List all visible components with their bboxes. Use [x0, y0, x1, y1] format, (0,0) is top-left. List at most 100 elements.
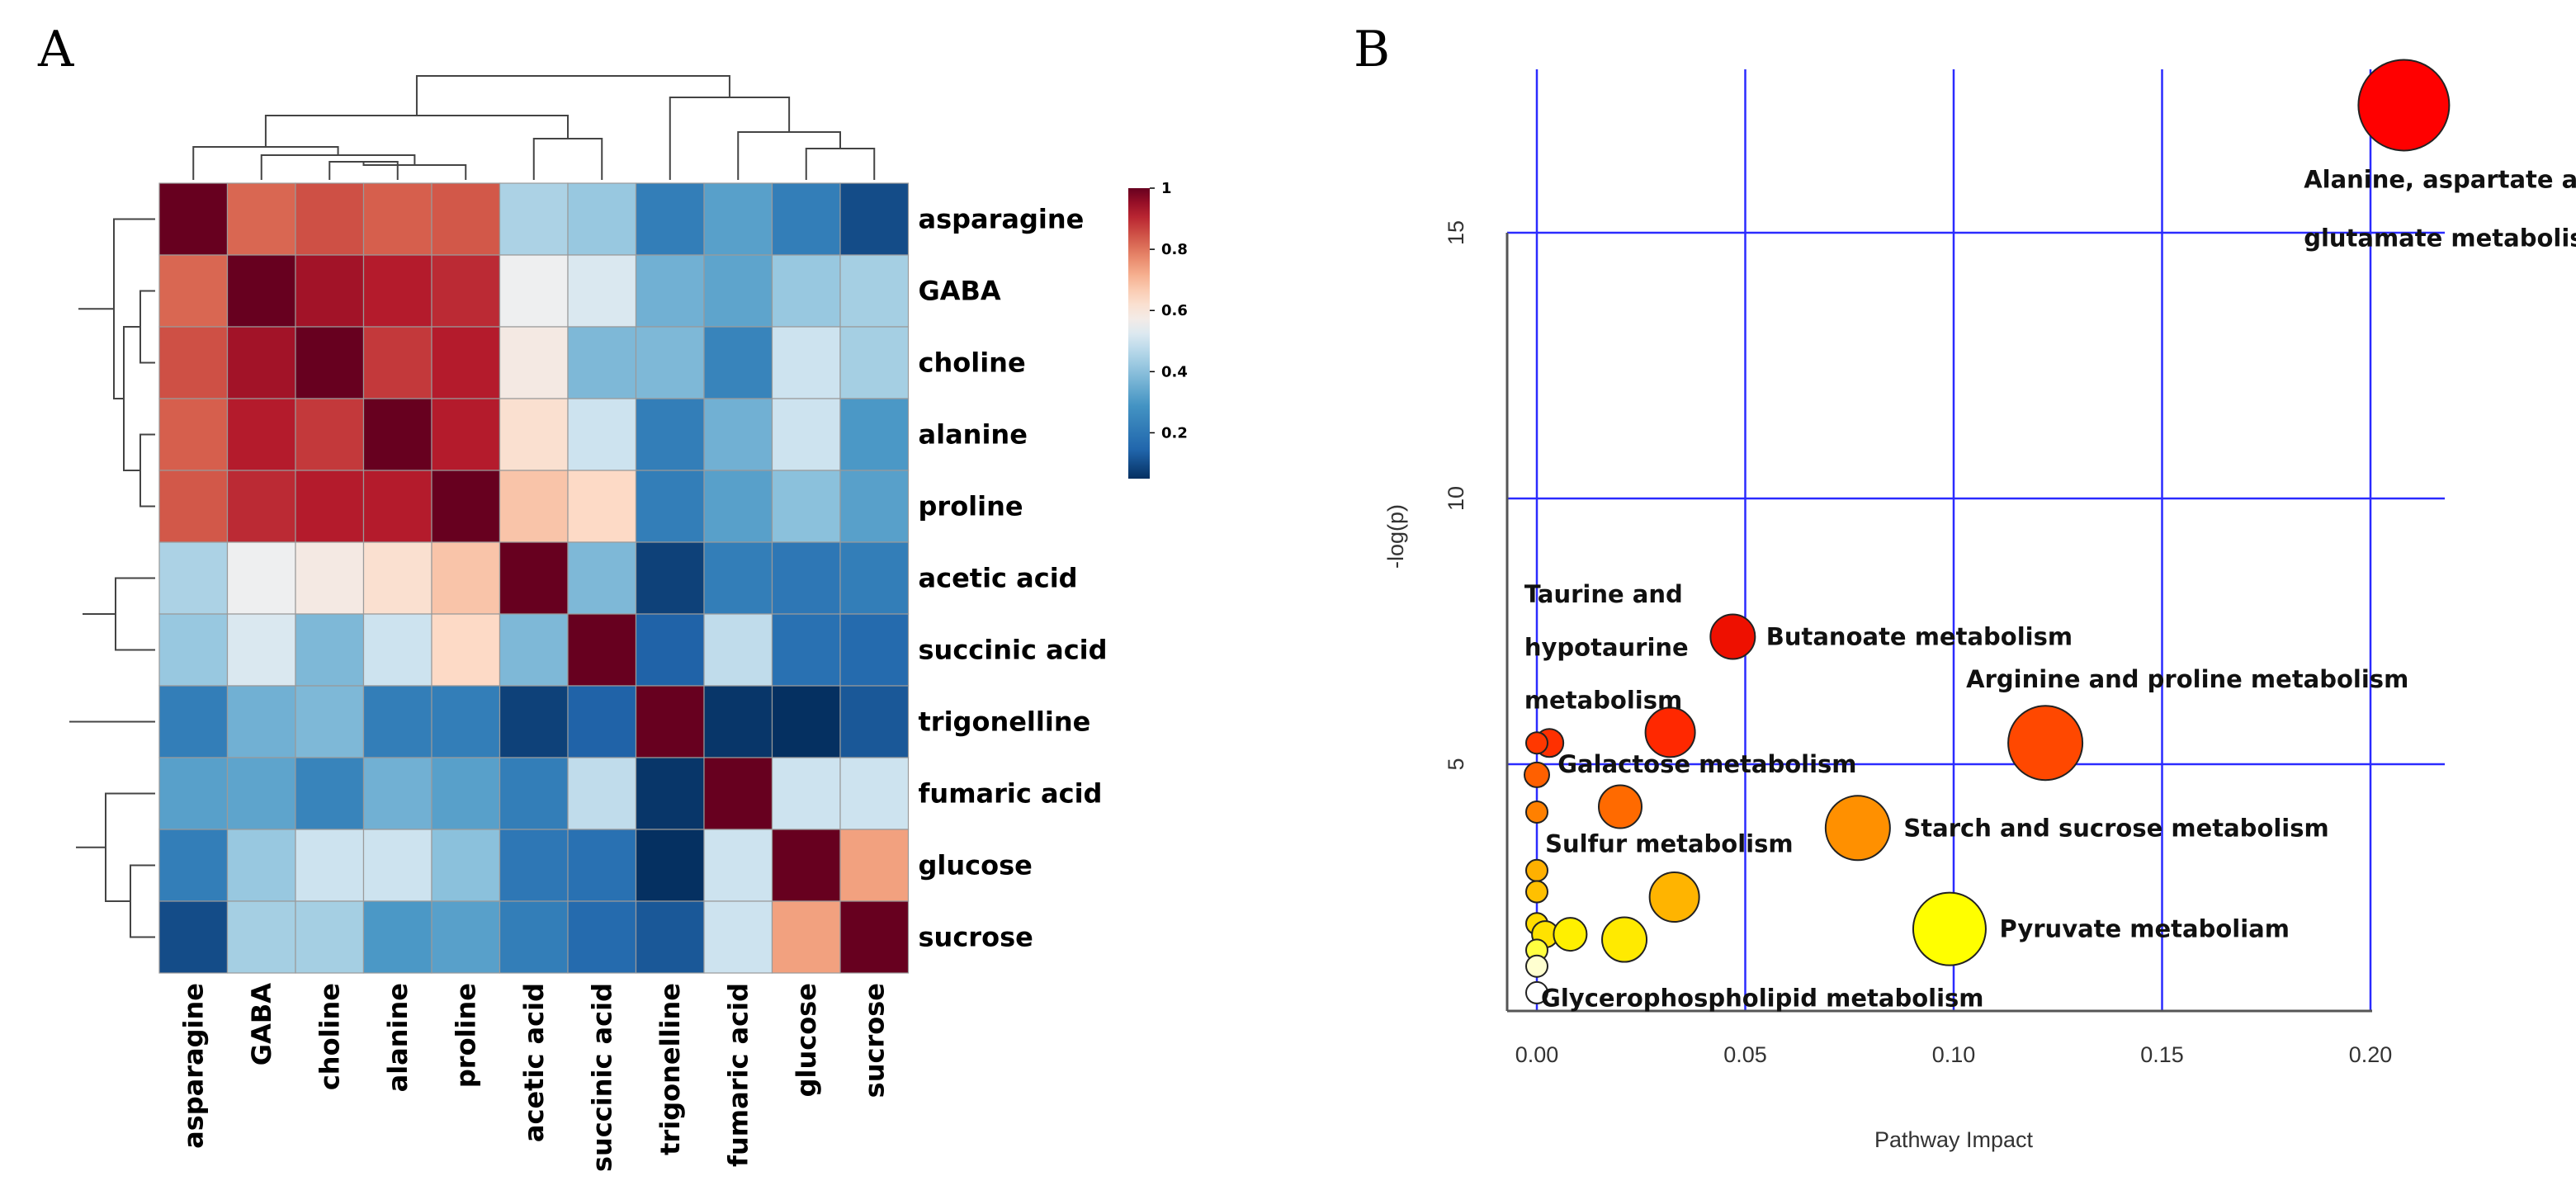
heatmap-cell [635, 613, 705, 687]
heatmap-cell [567, 829, 637, 902]
y-tick-label: 5 [1444, 758, 1468, 770]
heatmap-cell [295, 182, 365, 256]
heatmap-cell [839, 613, 910, 687]
heatmap-cell [226, 326, 296, 399]
pathway-bubble-panel: 0.00 0.05 0.10 0.15 0.20 5 10 15 Pathway Impact -… [1383, 59, 2576, 1152]
heatmap-cell [499, 685, 569, 758]
heatmap-cell [499, 757, 569, 830]
x-tick-label: 0.20 [2349, 1042, 2393, 1067]
heatmap-cell [431, 829, 501, 902]
bubble-point [1648, 871, 1700, 923]
heatmap-cell [635, 182, 705, 256]
colorbar-tick-label: 0.8 [1161, 241, 1188, 258]
heatmap-row-label: acetic acid [919, 563, 1078, 594]
heatmap-cell [158, 254, 229, 328]
heatmap-cell [567, 900, 637, 974]
bubble-point [1525, 980, 1548, 1004]
heatmap-cell [635, 541, 705, 615]
heatmap-row-label: glucose [919, 850, 1033, 881]
dendrogram-link [805, 148, 876, 180]
bubble-point [1709, 613, 1756, 660]
heatmap-cell [839, 326, 910, 399]
heatmap-cell [771, 470, 841, 543]
heatmap-cell [635, 757, 705, 830]
colorbar-tick-label: 0.6 [1161, 302, 1188, 319]
heatmap-cell [362, 398, 432, 471]
heatmap-cell [567, 613, 637, 687]
heatmap-row-label: trigonelline [919, 706, 1091, 738]
bubble-annotation: Starch and sucrose metabolism [1903, 814, 2328, 842]
dendrogram-link [415, 75, 730, 116]
panel-a-letter: A [37, 21, 74, 78]
x-axis-title: Pathway Impact [1874, 1127, 2034, 1152]
heatmap-colorbar: 1 0.8 0.6 0.4 0.2 [1128, 180, 1188, 479]
bubble-point [1525, 800, 1548, 824]
heatmap-cell [295, 470, 365, 543]
heatmap-cell [771, 182, 841, 256]
heatmap-cell [158, 757, 229, 830]
heatmap-row-label: choline [919, 347, 1026, 379]
bubble-annotation: metabolism [1524, 687, 1682, 715]
dendrogram-link [130, 864, 155, 938]
y-axis-title: -log(p) [1383, 504, 1408, 569]
heatmap-cell [499, 398, 569, 471]
heatmap-cell [771, 254, 841, 328]
heatmap-cell [567, 398, 637, 471]
heatmap-cell [226, 398, 296, 471]
heatmap-cell [839, 398, 910, 471]
heatmap-cell [771, 398, 841, 471]
heatmap-cell [567, 757, 637, 830]
y-tick-label: 15 [1444, 220, 1468, 245]
heatmap-cell [295, 398, 365, 471]
heatmap-cell [431, 685, 501, 758]
bubble-annotation: Arginine and proline metabolism [1966, 665, 2408, 693]
bubble-point [1553, 917, 1588, 952]
x-tick-label: 0.15 [2140, 1042, 2184, 1067]
heatmap-cell [362, 900, 432, 974]
heatmap-row-label: fumaric acid [919, 778, 1103, 810]
bubble-annotation: hypotaurine [1524, 633, 1689, 661]
heatmap-cell [703, 398, 773, 471]
heatmap-cell [567, 685, 637, 758]
heatmap-dendrograms [69, 75, 876, 938]
heatmap-cell [226, 685, 296, 758]
dendrogram-link [115, 577, 155, 651]
heatmap-cell [158, 900, 229, 974]
heatmap-cell [771, 613, 841, 687]
heatmap-cell [703, 470, 773, 543]
heatmap-cell [362, 757, 432, 830]
heatmap-cell [158, 326, 229, 399]
heatmap-cell [226, 613, 296, 687]
heatmap-cell [771, 326, 841, 399]
heatmap-column-label: alanine [382, 983, 414, 1092]
heatmap-cell [839, 757, 910, 830]
heatmap-cell [635, 900, 705, 974]
x-tick-label: 0.05 [1723, 1042, 1767, 1067]
heatmap-cell [295, 326, 365, 399]
heatmap-cell [703, 254, 773, 328]
bubble-annotation: Sulfur metabolism [1545, 830, 1794, 858]
heatmap-column-label: acetic acid [518, 983, 550, 1142]
dendrogram-link [737, 131, 841, 180]
colorbar-tick-label: 1 [1161, 180, 1172, 197]
heatmap-cell [158, 182, 229, 256]
bubble-annotation: Butanoate metabolism [1766, 622, 2073, 650]
heatmap-cell [703, 757, 773, 830]
heatmap-cell [703, 182, 773, 256]
heatmap-row-label: proline [919, 491, 1023, 522]
heatmap-cell [158, 470, 229, 543]
heatmap-cell [226, 829, 296, 902]
heatmap-cell [635, 254, 705, 328]
heatmap-cell [703, 685, 773, 758]
bubble-annotation: Alanine, aspartate and [2304, 166, 2576, 194]
heatmap-cell [362, 613, 432, 687]
heatmap-cell [839, 829, 910, 902]
heatmap-column-label: glucose [791, 983, 822, 1097]
heatmap-cell [362, 326, 432, 399]
heatmap-cell [431, 398, 501, 471]
heatmap-cell [431, 182, 501, 256]
heatmap-cell [431, 254, 501, 328]
heatmap-cell [499, 254, 569, 328]
heatmap-row-label: GABA [919, 276, 1001, 307]
heatmap-cell [431, 613, 501, 687]
